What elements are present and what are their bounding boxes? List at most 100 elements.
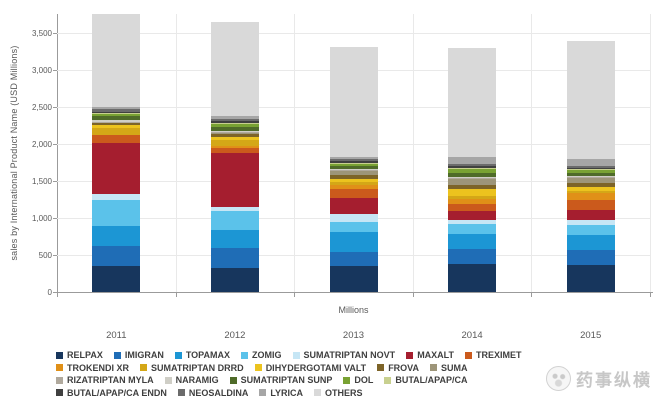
bar-segment xyxy=(566,199,615,211)
legend-swatch xyxy=(465,351,473,359)
bar-segment xyxy=(566,235,615,251)
bar-segment xyxy=(329,213,378,222)
legend-swatch xyxy=(292,351,300,359)
legend-label: TROKENDI XR xyxy=(67,362,130,373)
bar-segment xyxy=(448,224,497,235)
bar-segment xyxy=(566,176,615,178)
bar-segment xyxy=(329,221,378,232)
year-label: 2011 xyxy=(106,330,127,341)
bar-segment xyxy=(448,263,497,292)
bar-segment xyxy=(566,178,615,183)
legend-swatch xyxy=(229,376,237,384)
legend-label: NEOSALDINA xyxy=(188,387,249,398)
bar-segment xyxy=(329,181,378,186)
legend-swatch xyxy=(259,389,267,396)
x-axis-line xyxy=(53,292,653,293)
bar-segment xyxy=(566,158,615,166)
y-tick-label: 500 xyxy=(38,250,52,260)
bar-segment xyxy=(92,121,141,123)
bar-segment xyxy=(92,111,141,114)
legend-swatch xyxy=(430,364,438,371)
legend-label: OTHERS xyxy=(325,387,363,398)
bar-segment xyxy=(92,109,141,112)
bar-segment xyxy=(210,137,259,141)
bar-segment xyxy=(92,135,141,143)
bar-segment xyxy=(210,118,259,122)
bar-segment xyxy=(448,234,497,250)
legend-swatch xyxy=(241,351,249,359)
y-tick-mark xyxy=(53,254,57,256)
bar-segment xyxy=(92,266,141,292)
bar-segment xyxy=(448,211,497,221)
bar-segment xyxy=(566,165,615,168)
legend-label: FROVA xyxy=(388,362,420,373)
x-tick-mark xyxy=(531,293,533,297)
bar-segment xyxy=(329,165,378,170)
legend-swatch xyxy=(56,364,63,371)
bar-segment xyxy=(329,174,378,179)
gridline-vertical xyxy=(294,14,296,292)
legend-label: BUTAL/APAP/CA ENDN xyxy=(67,387,167,398)
bar-segment xyxy=(92,194,141,201)
legend-swatch xyxy=(314,389,322,396)
bar-segment xyxy=(329,251,378,267)
bar-segment xyxy=(566,173,615,177)
bar-segment xyxy=(329,188,378,198)
legend-item: BUTAL/APAP/CA ENDN xyxy=(56,387,167,399)
bar-segment xyxy=(92,143,141,195)
bar-segment xyxy=(448,177,497,178)
gridline-vertical xyxy=(175,14,177,292)
bar-segment xyxy=(448,196,497,200)
legend-swatch xyxy=(177,389,185,396)
bar-segment xyxy=(329,157,378,160)
bar-segment xyxy=(448,204,497,212)
gridline-vertical xyxy=(412,14,414,292)
bar-segment xyxy=(448,184,497,190)
bar-segment xyxy=(566,190,615,194)
legend-item: TOPAMAX xyxy=(174,349,230,361)
bar-segment xyxy=(92,114,141,117)
legend-label: RELPAX xyxy=(67,350,103,360)
bar-segment xyxy=(210,115,259,119)
bar-segment xyxy=(329,161,378,163)
legend-label: TREXIMET xyxy=(476,350,522,360)
legend: RELPAX IMIGRAN TOPAMAX ZOMIG SUMATRIPTAN NOV… xyxy=(56,349,626,399)
legend-swatch xyxy=(56,351,63,359)
bar-segment xyxy=(566,170,615,174)
legend-swatch xyxy=(174,351,182,359)
legend-label: RIZATRIPTAN MYLA xyxy=(67,375,154,385)
bar-segment xyxy=(329,197,378,214)
year-label: 2013 xyxy=(342,330,365,341)
y-tick-label: 2,500 xyxy=(31,102,52,112)
bar-segment xyxy=(448,166,497,168)
legend-label: LYRICA xyxy=(270,387,304,398)
legend-swatch xyxy=(254,364,262,371)
legend-swatch xyxy=(406,351,414,359)
bar-segment xyxy=(210,124,259,128)
legend-row: RIZATRIPTAN MYLA NARAMIG SUMATRIPTAN SUNP D… xyxy=(56,374,626,386)
y-tick-mark xyxy=(53,32,57,34)
x-tick-mark xyxy=(412,293,414,297)
legend-item: SUMATRIPTAN NOVT xyxy=(292,349,395,361)
legend-swatch xyxy=(113,351,121,359)
bar-segment xyxy=(566,177,615,179)
bar-segment xyxy=(448,167,497,169)
bar-segment xyxy=(92,113,141,115)
legend-item: OTHERS xyxy=(314,387,363,399)
legend-item: DIHYDERGOTAMI VALT xyxy=(254,362,366,374)
year-label: 2012 xyxy=(224,330,246,341)
bar-segment xyxy=(448,220,497,225)
bar-segment xyxy=(92,127,141,136)
bar-segment xyxy=(566,210,615,221)
legend-label: SUMATRIPTAN DRRD xyxy=(151,362,244,373)
legend-item: FROVA xyxy=(377,362,419,374)
year-label: 2014 xyxy=(461,330,483,341)
y-tick-label: 3,500 xyxy=(31,28,52,38)
x-tick-mark xyxy=(294,293,296,297)
bar-segment xyxy=(566,264,615,292)
bar-segment xyxy=(329,178,378,182)
bar-segment xyxy=(448,189,497,196)
bar-segment xyxy=(210,121,259,123)
y-tick-label: 1,000 xyxy=(31,213,52,223)
legend-item: ZOMIG xyxy=(241,349,282,361)
